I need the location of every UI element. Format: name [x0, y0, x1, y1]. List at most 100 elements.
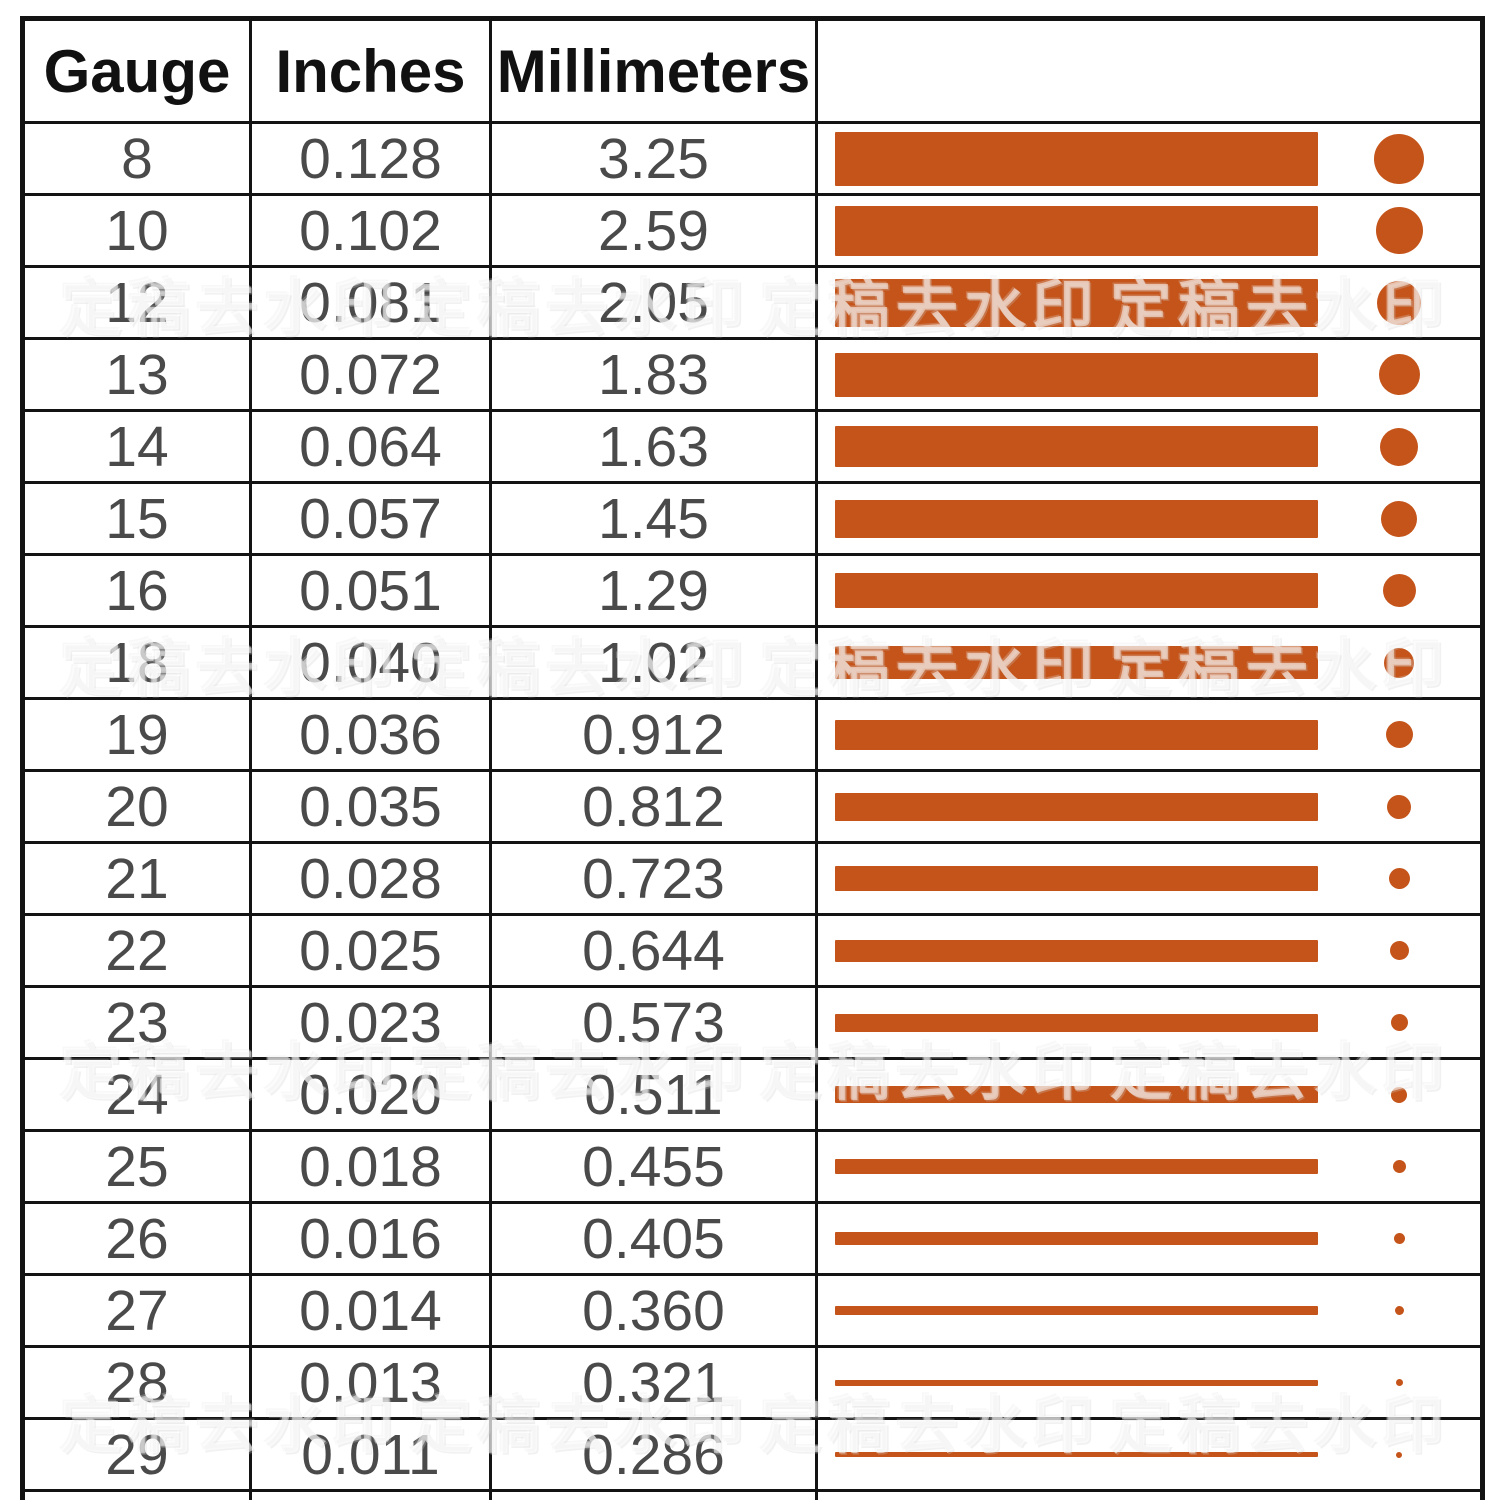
gauge-cell: 18: [21, 625, 252, 700]
inches-cell: 0.023: [249, 985, 492, 1060]
inches-cell: 0.051: [249, 553, 492, 628]
wire-diameter-dot-area: [1318, 414, 1480, 480]
wire-diameter-dot: [1387, 794, 1411, 819]
wire-diameter-dot-area: [1318, 630, 1480, 696]
wire-diameter-dot-area: [1318, 1278, 1480, 1344]
wire-diameter-dot-area: [1318, 270, 1480, 336]
wire-diameter-dot: [1377, 280, 1421, 325]
table-row: 23 0.023 0.573: [21, 985, 1484, 1060]
wire-diameter-dot-area: [1318, 990, 1480, 1056]
gauge-cell: 30: [21, 1489, 252, 1500]
wire-thickness-bar: [835, 1452, 1318, 1457]
inches-cell: 0.072: [249, 337, 492, 412]
table-row: 14 0.064 1.63: [21, 409, 1484, 484]
inches-cell: 0.014: [249, 1273, 492, 1348]
size-visual-cell: [815, 1273, 1484, 1348]
inches-cell: 0.057: [249, 481, 492, 556]
wire-diameter-dot: [1384, 647, 1414, 678]
inches-cell: 0.013: [249, 1345, 492, 1420]
table-row: 18 0.040 1.02: [21, 625, 1484, 700]
gauge-cell: 25: [21, 1129, 252, 1204]
millimeters-cell: 1.02: [489, 625, 818, 700]
size-visual-cell: [815, 553, 1484, 628]
wire-diameter-dot: [1388, 868, 1410, 889]
gauge-cell: 19: [21, 697, 252, 772]
wire-size-visual: [820, 486, 1480, 552]
gauge-cell: 27: [21, 1273, 252, 1348]
inches-cell: 0.036: [249, 697, 492, 772]
table-row: 20 0.035 0.812: [21, 769, 1484, 844]
size-visual-cell: [815, 697, 1484, 772]
size-visual-cell: [815, 193, 1484, 268]
table-row: 22 0.025 0.644: [21, 913, 1484, 988]
table-row: 10 0.102 2.59: [21, 193, 1484, 268]
wire-diameter-dot: [1393, 1233, 1405, 1244]
wire-size-visual: [820, 342, 1480, 408]
millimeters-cell: 2.59: [489, 193, 818, 268]
wire-diameter-dot-area: [1318, 774, 1480, 840]
table-row: 25 0.018 0.455: [21, 1129, 1484, 1204]
wire-diameter-dot-area: [1318, 702, 1480, 768]
wire-diameter-dot: [1378, 354, 1420, 395]
wire-thickness-bar: [835, 426, 1318, 467]
table-row: 27 0.014 0.360: [21, 1273, 1484, 1348]
wire-diameter-dot-area: [1318, 1206, 1480, 1272]
inches-cell: 0.064: [249, 409, 492, 484]
wire-size-visual: [820, 126, 1480, 192]
wire-diameter-dot: [1392, 1160, 1406, 1173]
millimeters-cell: 2.05: [489, 265, 818, 340]
wire-diameter-dot-area: [1318, 1350, 1480, 1416]
wire-diameter-dot: [1396, 1451, 1402, 1458]
millimeters-cell: 1.63: [489, 409, 818, 484]
inches-cell: 0.128: [249, 121, 492, 196]
wire-diameter-dot-area: [1318, 1062, 1480, 1128]
wire-size-visual: [820, 846, 1480, 912]
wire-thickness-bar: [835, 278, 1318, 327]
gauge-cell: 23: [21, 985, 252, 1060]
millimeters-cell: 0.912: [489, 697, 818, 772]
wire-diameter-dot-area: [1318, 126, 1480, 192]
gauge-cell: 12: [21, 265, 252, 340]
gauge-cell: 24: [21, 1057, 252, 1132]
wire-thickness-bar: [835, 792, 1318, 821]
table-row: 300.0100.255: [21, 1489, 1484, 1500]
size-visual-cell: [815, 625, 1484, 700]
wire-diameter-dot: [1381, 500, 1417, 537]
wire-thickness-bar: [835, 866, 1318, 891]
table-body: 8 0.128 3.25 10 0.102 2.59 12 0.081 2.05 13 0.072 1…: [21, 121, 1484, 1500]
inches-cell: 0.102: [249, 193, 492, 268]
wire-diameter-dot-area: [1318, 486, 1480, 552]
table-row: 28 0.013 0.321: [21, 1345, 1484, 1420]
wire-diameter-dot: [1375, 207, 1423, 254]
gauge-cell: 13: [21, 337, 252, 412]
wire-thickness-bar: [835, 1379, 1318, 1386]
size-visual-cell: [815, 1057, 1484, 1132]
inches-cell: 0.028: [249, 841, 492, 916]
wire-size-visual: [820, 1350, 1480, 1416]
wire-thickness-bar: [835, 1086, 1318, 1103]
size-visual-cell: [815, 409, 1484, 484]
wire-size-visual: [820, 1206, 1480, 1272]
millimeters-cell: 0.455: [489, 1129, 818, 1204]
wire-size-visual: [820, 198, 1480, 264]
gauge-cell: 21: [21, 841, 252, 916]
wire-thickness-bar: [835, 1232, 1318, 1245]
millimeters-cell: 0.286: [489, 1417, 818, 1492]
wire-diameter-dot-area: [1318, 1422, 1480, 1488]
size-visual-cell: [815, 769, 1484, 844]
gauge-conversion-table: Gauge Inches Millimeters 8 0.128 3.25 10 0.1…: [20, 16, 1485, 1500]
wire-size-visual: [820, 1278, 1480, 1344]
table-header-row: Gauge Inches Millimeters: [21, 17, 1484, 124]
wire-thickness-bar: [835, 205, 1318, 256]
table-row: 12 0.081 2.05: [21, 265, 1484, 340]
gauge-cell: 22: [21, 913, 252, 988]
wire-diameter-dot: [1395, 1379, 1403, 1386]
inches-cell: 0.081: [249, 265, 492, 340]
wire-diameter-dot: [1390, 1014, 1408, 1031]
wire-size-visual: [820, 414, 1480, 480]
wire-thickness-bar: [835, 1159, 1318, 1174]
wire-thickness-bar: [835, 573, 1318, 608]
size-visual-cell: [815, 337, 1484, 412]
wire-size-visual: [820, 558, 1480, 624]
